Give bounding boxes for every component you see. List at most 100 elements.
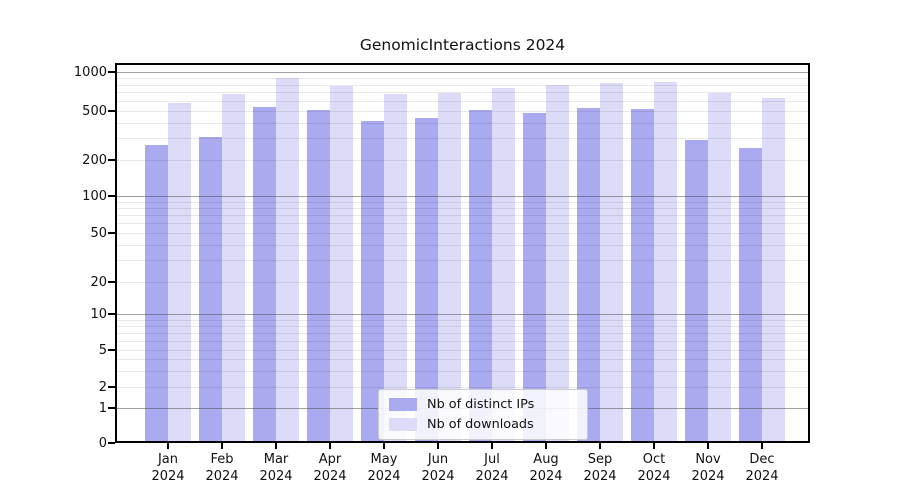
x-tick-label: Oct 2024 — [619, 452, 689, 485]
grid-line-minor — [117, 100, 808, 102]
bar-distinct-ips — [469, 110, 492, 441]
legend-label-downloads: Nb of downloads — [427, 417, 534, 432]
x-tick-label: Jun 2024 — [403, 452, 473, 485]
x-tick-mark — [329, 443, 331, 449]
x-tick-year: 2024 — [205, 468, 239, 484]
x-tick-mark — [599, 443, 601, 449]
x-tick-label: Jan 2024 — [133, 452, 203, 485]
x-tick-label: Apr 2024 — [295, 452, 365, 485]
x-tick-year: 2024 — [475, 468, 509, 484]
legend-item-downloads: Nb of downloads — [389, 417, 577, 432]
x-tick-label: Mar 2024 — [241, 452, 311, 485]
y-tick-mark — [108, 386, 115, 388]
x-tick-label: Dec 2024 — [727, 452, 797, 485]
y-tick-mark — [108, 442, 115, 444]
bar-downloads — [492, 88, 515, 441]
legend-label-distinct-ips: Nb of distinct IPs — [427, 397, 535, 412]
x-tick-mark — [653, 443, 655, 449]
grid-line-minor — [117, 92, 808, 94]
bar-downloads — [762, 97, 785, 441]
x-tick-year: 2024 — [151, 468, 185, 484]
bar-downloads — [276, 78, 299, 441]
bar-distinct-ips — [685, 139, 708, 441]
bar-downloads — [330, 85, 353, 441]
bar-distinct-ips — [361, 120, 384, 441]
x-tick-year: 2024 — [313, 468, 347, 484]
x-tick-year: 2024 — [259, 468, 293, 484]
y-tick-mark — [108, 71, 115, 73]
bar-distinct-ips — [307, 110, 330, 441]
legend-item-distinct-ips: Nb of distinct IPs — [389, 397, 577, 412]
x-tick-year: 2024 — [745, 468, 779, 484]
x-tick-month: Nov — [695, 452, 721, 467]
bar-distinct-ips — [415, 118, 438, 441]
x-tick-year: 2024 — [637, 468, 671, 484]
y-tick-mark — [108, 232, 115, 234]
bar-distinct-ips — [631, 109, 654, 441]
bar-distinct-ips — [253, 107, 276, 441]
x-tick-year: 2024 — [691, 468, 725, 484]
y-tick-label: 500 — [82, 103, 107, 119]
x-tick-month: May — [370, 452, 398, 467]
grid-line-major — [117, 72, 808, 73]
y-tick-mark — [108, 313, 115, 315]
x-tick-mark — [707, 443, 709, 449]
y-tick-label: 20 — [90, 274, 107, 290]
grid-line-minor — [117, 77, 808, 79]
x-tick-label: Feb 2024 — [187, 452, 257, 485]
bar-distinct-ips — [577, 107, 600, 441]
x-tick-mark — [221, 443, 223, 449]
grid-line-minor — [117, 84, 808, 86]
x-tick-label: Jul 2024 — [457, 452, 527, 485]
x-tick-month: Dec — [749, 452, 775, 467]
y-tick-mark — [108, 349, 115, 351]
bar-distinct-ips — [523, 113, 546, 441]
y-tick-label: 100 — [82, 188, 107, 204]
grid-line-minor — [117, 111, 808, 112]
x-tick-month: Jan — [157, 452, 179, 467]
y-tick-label: 1000 — [73, 64, 107, 80]
bar-downloads — [222, 94, 245, 441]
y-tick-label: 5 — [98, 342, 107, 358]
bar-downloads — [708, 93, 731, 441]
x-tick-label: Aug 2024 — [511, 452, 581, 485]
y-tick-label: 2 — [98, 379, 107, 395]
y-tick-mark — [108, 407, 115, 409]
plot-area: Nb of distinct IPs Nb of downloads — [115, 63, 810, 443]
bar-distinct-ips — [739, 147, 762, 441]
y-tick-label: 50 — [90, 225, 107, 241]
bar-downloads — [546, 85, 569, 441]
x-tick-mark — [491, 443, 493, 449]
legend: Nb of distinct IPs Nb of downloads — [378, 389, 588, 440]
x-tick-year: 2024 — [529, 468, 563, 484]
x-tick-label: Sep 2024 — [565, 452, 635, 485]
x-tick-month: Apr — [318, 452, 342, 467]
y-tick-mark — [108, 195, 115, 197]
bar-distinct-ips — [145, 145, 168, 441]
y-tick-label: 200 — [82, 152, 107, 168]
x-tick-mark — [167, 443, 169, 449]
x-tick-mark — [437, 443, 439, 449]
bar-downloads — [168, 102, 191, 441]
x-tick-mark — [275, 443, 277, 449]
y-tick-label: 10 — [90, 306, 107, 322]
legend-swatch-downloads — [389, 418, 417, 431]
x-tick-mark — [545, 443, 547, 449]
bar-downloads — [438, 93, 461, 441]
x-tick-year: 2024 — [367, 468, 401, 484]
bar-downloads — [600, 82, 623, 441]
bar-downloads — [384, 94, 407, 441]
y-tick-mark — [108, 281, 115, 283]
y-tick-label: 0 — [98, 435, 107, 451]
x-tick-month: Jun — [427, 452, 449, 467]
x-tick-label: Nov 2024 — [673, 452, 743, 485]
x-tick-label: May 2024 — [349, 452, 419, 485]
x-tick-mark — [761, 443, 763, 449]
x-tick-month: Feb — [210, 452, 234, 467]
bar-downloads — [654, 81, 677, 441]
bar-distinct-ips — [199, 136, 222, 441]
x-tick-year: 2024 — [583, 468, 617, 484]
x-tick-year: 2024 — [421, 468, 455, 484]
legend-swatch-distinct-ips — [389, 398, 417, 411]
